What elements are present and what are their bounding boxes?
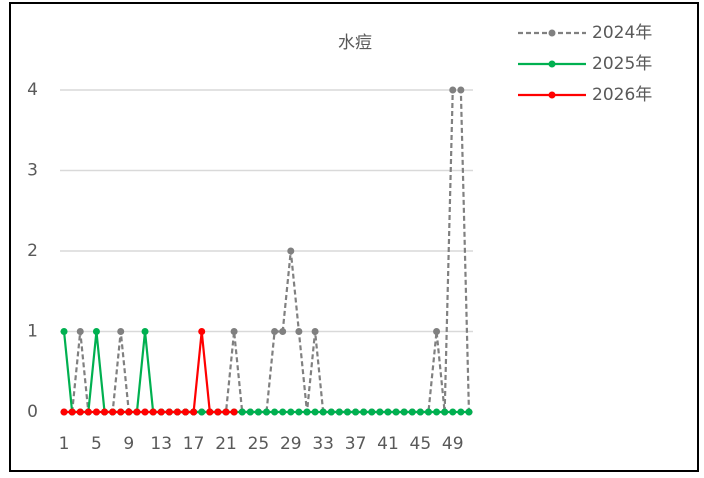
point	[384, 408, 392, 416]
point	[230, 328, 238, 335]
x-tick-label: 21	[215, 434, 237, 454]
point	[457, 408, 465, 416]
point	[165, 408, 173, 416]
legend-marker	[548, 60, 556, 68]
legend-marker	[548, 91, 556, 99]
legend-label: 2026年	[592, 85, 652, 105]
point	[263, 408, 270, 416]
point	[433, 328, 441, 335]
point	[125, 408, 133, 416]
point	[109, 408, 117, 416]
x-tick-label: 17	[183, 434, 205, 454]
point	[214, 408, 222, 416]
point	[92, 328, 100, 335]
point	[311, 408, 319, 416]
point	[400, 408, 408, 416]
point	[60, 328, 68, 335]
point	[68, 408, 76, 416]
y-tick-label: 3	[27, 161, 38, 181]
point	[449, 408, 457, 416]
point	[254, 408, 262, 416]
point	[416, 408, 424, 416]
x-tick-label: 45	[410, 434, 432, 454]
series-line	[64, 331, 235, 414]
x-tick-label: 5	[91, 434, 102, 454]
point	[457, 86, 465, 94]
point	[287, 408, 295, 416]
frame	[9, 2, 699, 472]
legend-label: 2024年	[592, 23, 652, 43]
point	[60, 408, 68, 416]
point	[287, 247, 295, 255]
point	[360, 408, 368, 416]
y-tick-label: 4	[27, 80, 38, 100]
point	[157, 408, 165, 416]
point	[222, 408, 230, 416]
point	[198, 328, 206, 335]
y-tick-label: 0	[27, 402, 38, 422]
point	[198, 408, 206, 416]
point	[441, 408, 449, 416]
point	[295, 408, 303, 416]
x-tick-label: 33	[312, 434, 334, 454]
point	[76, 328, 84, 335]
point	[190, 408, 198, 416]
point	[327, 408, 335, 416]
x-tick-label: 1	[59, 434, 70, 454]
point	[238, 408, 246, 416]
point	[408, 408, 416, 416]
point	[392, 408, 400, 416]
point	[303, 408, 311, 416]
point	[279, 408, 287, 416]
point	[368, 408, 376, 416]
point	[271, 328, 279, 335]
point	[117, 408, 125, 416]
point	[352, 408, 360, 416]
point	[433, 408, 441, 416]
point	[133, 408, 141, 416]
point	[117, 328, 125, 335]
point	[319, 408, 327, 416]
x-tick-label: 9	[123, 434, 134, 454]
point	[141, 408, 149, 416]
point	[376, 408, 384, 416]
legend-marker	[548, 29, 556, 37]
point	[295, 328, 303, 335]
point	[424, 408, 432, 416]
point	[149, 408, 157, 416]
x-tick-label: 25	[248, 434, 270, 454]
y-tick-label: 1	[27, 322, 38, 342]
y-tick-label: 2	[27, 241, 38, 261]
point	[279, 328, 287, 335]
x-tick-label: 37	[345, 434, 367, 454]
point	[206, 408, 214, 416]
point	[311, 328, 319, 335]
point	[271, 408, 279, 416]
point	[76, 408, 84, 416]
point	[182, 408, 190, 416]
point	[230, 408, 238, 416]
point	[449, 86, 457, 94]
x-tick-label: 13	[150, 434, 172, 454]
point	[343, 408, 351, 416]
point	[246, 408, 254, 416]
point	[101, 408, 109, 416]
x-tick-label: 49	[442, 434, 464, 454]
point	[335, 408, 343, 416]
x-tick-label: 29	[280, 434, 302, 454]
point	[92, 408, 100, 416]
x-tick-label: 41	[377, 434, 399, 454]
chart-title: 水痘	[338, 33, 372, 53]
point	[173, 408, 181, 416]
legend-label: 2025年	[592, 54, 652, 74]
point	[141, 328, 149, 335]
point	[84, 408, 92, 416]
point	[465, 408, 473, 416]
